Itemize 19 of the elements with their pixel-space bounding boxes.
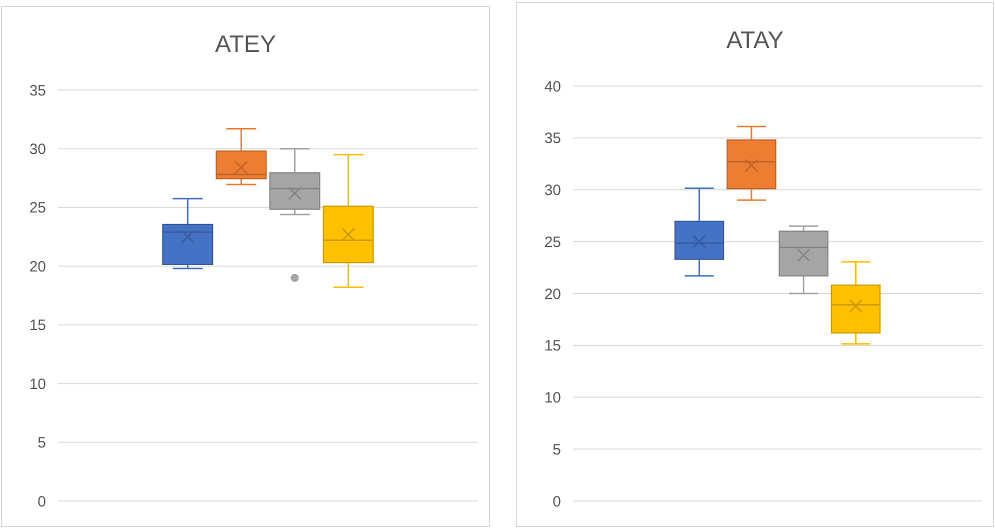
y-tick-label: 40 <box>544 78 561 96</box>
y-tick-label: 30 <box>544 182 561 199</box>
y-tick-label: 0 <box>38 493 46 510</box>
y-tick-label: 20 <box>544 286 561 303</box>
y-tick-label: 35 <box>544 130 561 148</box>
y-tick-label: 15 <box>29 317 46 334</box>
y-tick-label: 15 <box>544 338 561 355</box>
y-tick-label: 30 <box>29 140 46 158</box>
y-tick-label: 20 <box>29 258 46 276</box>
chart-title: ATAY <box>726 27 784 54</box>
y-tick-label: 10 <box>544 390 561 406</box>
y-tick-label: 35 <box>29 82 46 100</box>
y-tick-label: 10 <box>29 376 46 393</box>
y-tick-label: 25 <box>544 234 561 251</box>
chart-title: ATEY <box>215 31 276 58</box>
y-tick-label: 25 <box>29 200 46 217</box>
y-tick-label: 5 <box>552 441 561 458</box>
y-tick-label: 5 <box>38 434 46 452</box>
y-tick-label: 0 <box>552 493 561 510</box>
